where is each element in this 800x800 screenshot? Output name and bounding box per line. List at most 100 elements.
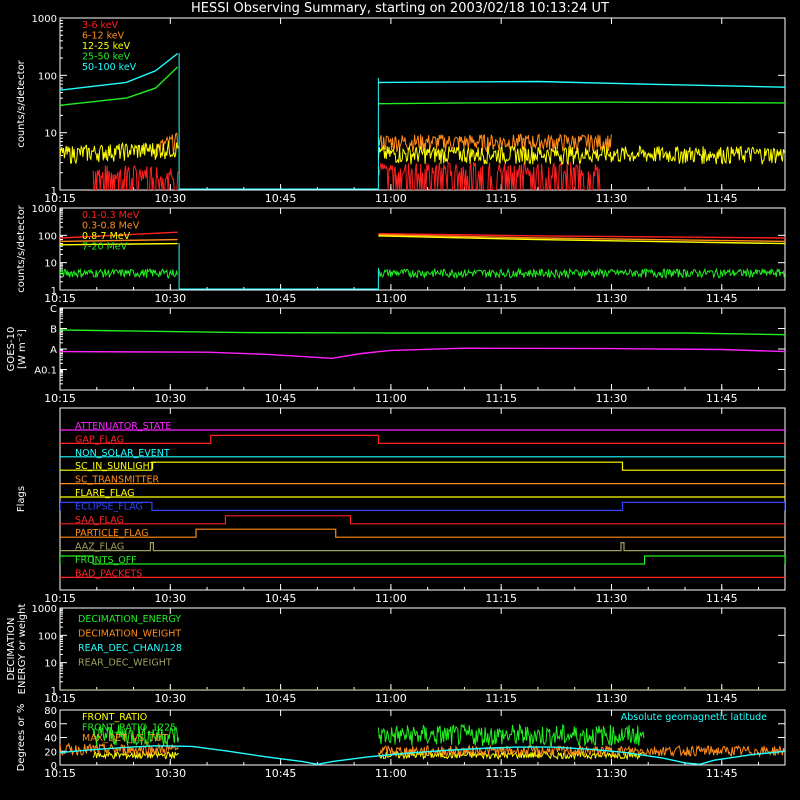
y-tick-label: 0 xyxy=(51,761,57,772)
series-line xyxy=(60,52,179,91)
x-tick-label: 10:45 xyxy=(265,767,297,780)
y-tick-label: 100 xyxy=(38,231,57,242)
y-axis-label: Flags xyxy=(16,486,27,512)
x-tick-label: 10:45 xyxy=(265,192,297,205)
y-tick-label: C xyxy=(50,304,57,315)
y-axis-label: counts/s/detector xyxy=(16,59,27,147)
series-line xyxy=(378,101,785,105)
x-tick-label: 10:15 xyxy=(44,692,76,705)
y-tick-label: 1000 xyxy=(32,204,57,215)
series-0-3-0-8-mev xyxy=(60,234,785,243)
flag-line-saa_flag xyxy=(60,515,785,525)
legend-entry: 50-100 keV xyxy=(82,62,137,73)
y-axis-label: Degrees or % xyxy=(16,704,27,772)
panel-frame xyxy=(59,17,786,191)
flag-line-aaz_flag xyxy=(60,541,785,552)
series-50-100-kev xyxy=(60,52,785,91)
series-line xyxy=(60,238,178,243)
y-tick-label: 100 xyxy=(38,71,57,82)
plot-area xyxy=(60,429,785,579)
legend-entry: DECIMATION_ENERGY xyxy=(78,614,181,625)
panel-flags: 10:15 10:30 10:45 11:00 11:15 11:30 11:45 Flags… xyxy=(16,407,786,605)
flag-label: ATTENUATOR_STATE xyxy=(75,421,171,432)
series-line xyxy=(378,233,785,239)
series-line xyxy=(60,347,785,360)
x-tick-label: 11:00 xyxy=(375,192,407,205)
x-tick-label: 11:15 xyxy=(485,692,517,705)
plot-area xyxy=(60,329,785,360)
legend-entry: REAR_DEC_WEIGHT xyxy=(78,658,172,669)
series-line xyxy=(60,242,178,246)
y-axis-label-2: [W m⁻²] xyxy=(17,329,28,369)
flag-line-gap_flag xyxy=(60,434,785,444)
legend-entry: FRONT_RATIO xyxy=(82,712,147,723)
flag-label: FLARE_FLAG xyxy=(75,488,135,499)
x-tick-label: 10:30 xyxy=(154,392,186,405)
plot-area xyxy=(60,231,785,290)
x-tick-label: 10:45 xyxy=(265,692,297,705)
legend-entry: 0.1-0.3 MeV xyxy=(82,210,140,221)
y-tick-label: 1 xyxy=(51,286,57,297)
x-tick-label: 11:45 xyxy=(706,392,738,405)
series-line xyxy=(60,745,785,765)
series-line xyxy=(60,141,179,165)
x-tick-label: 11:30 xyxy=(596,192,628,205)
series-12-25-kev xyxy=(60,141,785,166)
y-tick-label: 1 xyxy=(51,186,57,197)
y-tick-label: A0.1 xyxy=(34,366,57,377)
series-line xyxy=(378,235,785,245)
legend-entry: 0.3-0.8 MeV xyxy=(82,221,140,232)
y-tick-label: B xyxy=(50,325,57,336)
x-tick-label: 11:15 xyxy=(485,392,517,405)
series-line xyxy=(60,231,178,239)
flag-line-fronts_off xyxy=(60,555,785,565)
series-line xyxy=(378,80,785,88)
legend-entry: 6-12 keV xyxy=(82,31,125,42)
y-axis-label-2: ENERGY or weight xyxy=(17,604,28,695)
legend-entry: MAX_DET_VS_TOT xyxy=(82,733,168,744)
legend-entry: 0.8-7 MeV xyxy=(82,231,131,242)
panel-frame xyxy=(59,407,786,591)
plot-area xyxy=(60,52,785,190)
series-line xyxy=(377,161,601,190)
x-tick-label: 11:00 xyxy=(375,692,407,705)
y-tick-label: 10 xyxy=(44,129,57,140)
panel-decimation: 10:15 10:30 10:45 11:00 11:15 11:30 11:45 1 10 10… xyxy=(6,604,786,705)
y-tick-label: 1000 xyxy=(32,604,57,615)
x-tick-label: 11:15 xyxy=(485,767,517,780)
x-tick-label: 11:45 xyxy=(706,592,738,605)
series-front-ratio xyxy=(92,749,645,761)
x-tick-label: 10:15 xyxy=(44,292,76,305)
x-tick-label: 11:30 xyxy=(596,292,628,305)
y-axis-label: DECIMATION xyxy=(6,617,17,680)
y-tick-label: 10 xyxy=(44,659,57,670)
y-tick-label: 60 xyxy=(44,720,57,731)
flag-line-sc_in_sunlight xyxy=(60,461,785,471)
flag-label: PARTICLE_FLAG xyxy=(75,528,148,539)
series-25-50-kev xyxy=(60,66,785,106)
x-tick-label: 10:15 xyxy=(44,392,76,405)
flag-label: BAD_PACKETS xyxy=(75,568,142,579)
series-6-12-kev xyxy=(155,132,612,159)
x-tick-label: 10:15 xyxy=(44,592,76,605)
x-tick-label: 10:30 xyxy=(154,592,186,605)
series-line xyxy=(92,165,180,190)
x-tick-label: 10:45 xyxy=(265,592,297,605)
series-line xyxy=(377,133,612,154)
series-3-6-kev xyxy=(92,161,601,190)
series-line xyxy=(378,234,785,243)
series-line xyxy=(92,724,180,747)
x-tick-label: 11:45 xyxy=(706,767,738,780)
series-line xyxy=(92,750,179,760)
x-tick-label: 10:15 xyxy=(44,767,76,780)
series-goes-0 xyxy=(60,329,785,336)
x-tick-label: 11:00 xyxy=(375,592,407,605)
series-line xyxy=(377,723,645,748)
plot-area xyxy=(60,723,785,765)
legend-entry: REAR_DEC_CHAN/128 xyxy=(78,643,182,654)
y-tick-label: 10 xyxy=(44,259,57,270)
y-tick-label: 100 xyxy=(38,631,57,642)
panel-goes: 10:15 10:30 10:45 11:00 11:15 11:30 11:45 CBA A0… xyxy=(6,304,786,405)
x-tick-label: 11:45 xyxy=(706,292,738,305)
flag-label: SC_TRANSMITTER xyxy=(75,475,160,486)
